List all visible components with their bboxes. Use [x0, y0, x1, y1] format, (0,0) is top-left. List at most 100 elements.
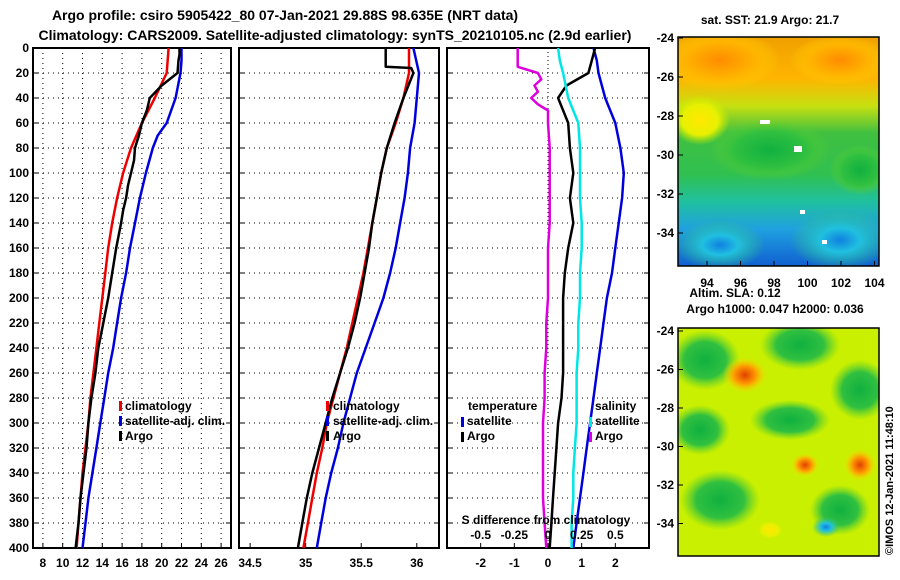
- legend-swatch-satellite: [326, 416, 329, 426]
- sla-high-region: [723, 357, 767, 393]
- legend-label-satellite: satellite-adj. clim.: [333, 414, 433, 428]
- sla-map: [678, 328, 879, 556]
- x-tick-label: 34.5: [238, 556, 262, 570]
- imos-credit: ©IMOS 12-Jan-2021 11:48:10: [884, 406, 896, 555]
- longitude-label: 94: [700, 276, 714, 290]
- depth-tick-label: 140: [9, 216, 29, 230]
- profile-line-salinity-argo: [516, 48, 551, 549]
- latitude-label: -26: [657, 363, 675, 377]
- x-tick-label: 22: [175, 556, 189, 570]
- title-line-2: Climatology: CARS2009. Satellite-adjuste…: [39, 27, 632, 43]
- sst-map-frame: [677, 36, 880, 267]
- longitude-label: 98: [767, 276, 781, 290]
- x-tick-label: -2: [475, 556, 486, 570]
- x-tick-label: 24: [195, 556, 209, 570]
- depth-tick-label: 100: [9, 166, 29, 180]
- profile-line-salinity-satellite: [556, 47, 583, 548]
- s-difference-tick-label: 0.25: [570, 528, 594, 542]
- sla-very-low-region: [812, 517, 840, 537]
- sla-low-region: [680, 470, 760, 530]
- sst-cool-region: [790, 210, 879, 266]
- depth-axis-labels: 0 20 40 60 80 100 120 140 160 180 200 220 240 260 280 3…: [9, 41, 29, 555]
- x-tick-label: 2: [612, 556, 619, 570]
- legend-label-satellite: satellite-adj. clim.: [125, 414, 225, 428]
- profile-line-temperature-argo: [548, 47, 597, 549]
- sst-green-patch-east: [830, 145, 879, 195]
- legend-swatch-temp-argo: [461, 432, 464, 442]
- s-difference-label: S difference from climatology: [462, 513, 631, 527]
- longitude-label: 96: [734, 276, 748, 290]
- x-tick-label: 16: [115, 556, 129, 570]
- x-tick-label: 35.5: [350, 556, 374, 570]
- depth-tick-label: 0: [22, 41, 29, 55]
- depth-tick-label: 400: [9, 541, 29, 555]
- depth-tick-label: 300: [9, 416, 29, 430]
- temperature-legend: climatology satellite-adj. clim. Argo: [119, 399, 225, 443]
- latitude-label: -32: [657, 187, 675, 201]
- latitude-label: -34: [657, 226, 675, 240]
- x-tick-label: 14: [96, 556, 110, 570]
- x-tick-label: 1: [578, 556, 585, 570]
- legend-swatch-argo: [326, 431, 329, 441]
- sla-low-region: [678, 405, 730, 455]
- sst-green-patch: [710, 120, 830, 180]
- sst-cool-region-west: [678, 220, 765, 266]
- latitude-label: -30: [657, 440, 675, 454]
- depth-tick-label: 240: [9, 341, 29, 355]
- latitude-label: -28: [657, 109, 675, 123]
- sla-high-region: [844, 449, 876, 481]
- sla-high-region: [791, 453, 819, 477]
- x-tick-label: 8: [40, 556, 47, 570]
- latitude-label: -24: [657, 31, 675, 45]
- profile-line-argo: [296, 48, 415, 549]
- sst-map-title: sat. SST: 21.9 Argo: 21.7: [701, 13, 840, 27]
- legend-label-climatology: climatology: [333, 399, 400, 413]
- sla-latitude-labels: -24 -26 -28 -30 -32 -34: [657, 324, 683, 531]
- s-difference-tick-label: -0.25: [501, 528, 529, 542]
- depth-tick-label: 80: [16, 141, 30, 155]
- longitude-label: 104: [864, 276, 884, 290]
- profile-line-climatology: [75, 47, 170, 549]
- depth-tick-label: 20: [16, 66, 30, 80]
- legend-swatch-satellite: [119, 416, 122, 426]
- x-tick-label: -1: [509, 556, 520, 570]
- s-difference-tick-label: 0.5: [607, 528, 624, 542]
- legend-swatch-temp-satellite: [461, 417, 464, 427]
- sst-warm-region: [678, 37, 780, 90]
- x-tick-label: 10: [56, 556, 70, 570]
- profile-lines: [74, 47, 626, 549]
- longitude-label: 100: [797, 276, 817, 290]
- profile-line-temperature-satellite: [572, 47, 626, 549]
- sst-yellow-band: [678, 95, 730, 145]
- x-tick-label: 20: [155, 556, 169, 570]
- x-tick-label: 0: [545, 556, 552, 570]
- x-tick-label: 35: [299, 556, 313, 570]
- latitude-label: -24: [657, 324, 675, 338]
- s-difference-tick-label: 0: [545, 528, 552, 542]
- x-axis-labels: 8 10 12 14 16 18 20 22 24 26 34.5 35 35.5 36 -2 -1 0 1 2: [40, 556, 619, 570]
- x-tick-label: 18: [135, 556, 149, 570]
- sst-argo-marker: [794, 146, 802, 152]
- sla-low-region: [750, 400, 830, 440]
- sla-map-title-2: Argo h1000: 0.047 h2000: 0.036: [686, 302, 864, 316]
- depth-tick-label: 200: [9, 291, 29, 305]
- latitude-label: -32: [657, 478, 675, 492]
- legend-swatch-sal-argo: [589, 432, 592, 442]
- legend-swatch-climatology: [326, 401, 329, 411]
- sst-longitude-labels: 94 96 98 100 102 104: [700, 261, 885, 290]
- depth-tick-label: 280: [9, 391, 29, 405]
- depth-tick-label: 360: [9, 491, 29, 505]
- latitude-label: -26: [657, 70, 675, 84]
- depth-tick-label: 260: [9, 366, 29, 380]
- legend-label-sal-argo: Argo: [595, 429, 623, 443]
- profile-line-satellite-adj-clim-: [315, 47, 421, 549]
- depth-tick-label: 220: [9, 316, 29, 330]
- legend-swatch-sal-satellite: [589, 417, 592, 427]
- legend-label-argo: Argo: [125, 429, 153, 443]
- depth-tick-label: 380: [9, 516, 29, 530]
- x-tick-label: 12: [76, 556, 90, 570]
- legend-label-climatology: climatology: [125, 399, 192, 413]
- latitude-label: -30: [657, 148, 675, 162]
- latitude-label: -28: [657, 401, 675, 415]
- difference-legend: temperature satellite Argo salinity sate…: [461, 399, 640, 443]
